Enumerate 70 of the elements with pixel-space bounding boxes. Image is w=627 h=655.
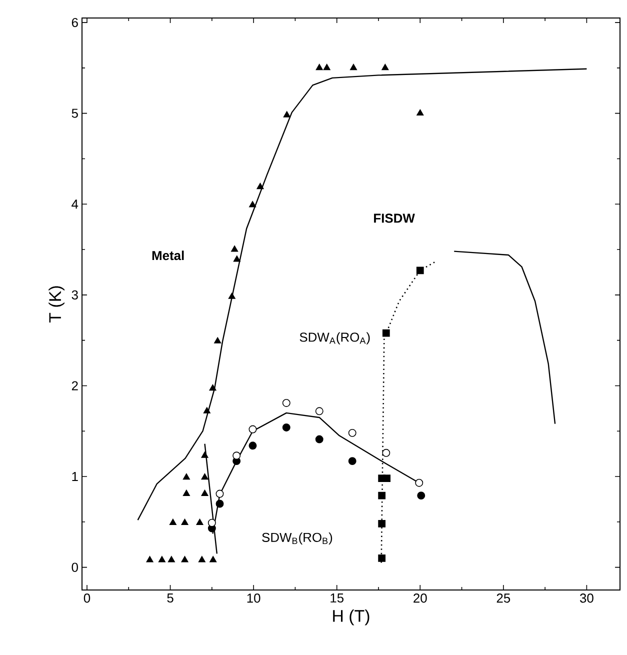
- annotation: FISDW: [374, 214, 415, 223]
- point: [249, 201, 256, 208]
- point: [182, 473, 190, 480]
- annotation: Metal: [152, 250, 184, 260]
- point: [168, 556, 175, 562]
- point: [198, 556, 206, 562]
- x-tick-label: 10: [247, 594, 260, 603]
- point: [196, 518, 204, 526]
- point: [383, 474, 390, 482]
- point: [282, 423, 290, 432]
- x-tick-label: 15: [330, 594, 344, 603]
- point: [216, 490, 224, 498]
- point: [201, 452, 208, 458]
- point: [231, 246, 238, 252]
- x-tick-label: 5: [167, 594, 174, 603]
- point: [201, 473, 208, 480]
- point: [348, 457, 356, 466]
- point: [228, 292, 236, 299]
- line-series: [454, 250, 556, 424]
- annotation: SDW$_{B}$(RO$_{B}$): [262, 532, 332, 545]
- point: [282, 398, 290, 407]
- y-tick-label: 0: [72, 562, 78, 572]
- y-tick-label: 6: [72, 18, 78, 28]
- y-tick-label: 1: [72, 472, 78, 481]
- point: [415, 478, 424, 487]
- point: [233, 256, 240, 262]
- x-axis-title: H (T): [333, 610, 370, 626]
- point: [382, 64, 389, 70]
- point: [283, 111, 290, 118]
- point: [323, 64, 330, 70]
- point: [417, 492, 426, 500]
- point: [209, 384, 216, 391]
- point: [248, 425, 257, 434]
- point: [382, 448, 390, 457]
- y-axis-title: T (K): [48, 286, 64, 322]
- point: [256, 182, 264, 190]
- point: [416, 266, 424, 274]
- point: [315, 407, 324, 416]
- x-tick-label: 25: [496, 594, 510, 603]
- point: [214, 337, 222, 344]
- point: [201, 490, 208, 496]
- point: [316, 64, 323, 70]
- point: [315, 435, 324, 444]
- y-tick-label: 2: [72, 381, 78, 390]
- point: [216, 500, 224, 508]
- x-tick-label: 20: [414, 594, 427, 603]
- x-tick-label: 30: [580, 594, 594, 603]
- x-tick-label: 0: [84, 594, 90, 603]
- point: [378, 554, 386, 562]
- point: [169, 518, 176, 526]
- point: [382, 329, 390, 337]
- point: [210, 556, 217, 562]
- point: [146, 556, 154, 562]
- point: [181, 518, 188, 526]
- annotation: SDW$_{A}$(RO$_{A}$): [300, 332, 370, 344]
- point: [416, 109, 424, 116]
- point: [378, 492, 386, 500]
- point: [181, 556, 188, 562]
- point: [158, 556, 166, 562]
- y-tick-label: 4: [72, 200, 78, 209]
- point: [182, 490, 190, 496]
- point: [208, 518, 216, 527]
- point: [348, 428, 356, 437]
- point: [350, 64, 358, 70]
- point: [232, 452, 241, 460]
- y-tick-label: 5: [72, 108, 78, 118]
- point: [378, 520, 386, 528]
- point: [203, 407, 210, 414]
- point: [248, 442, 257, 450]
- y-tick-label: 3: [72, 290, 78, 300]
